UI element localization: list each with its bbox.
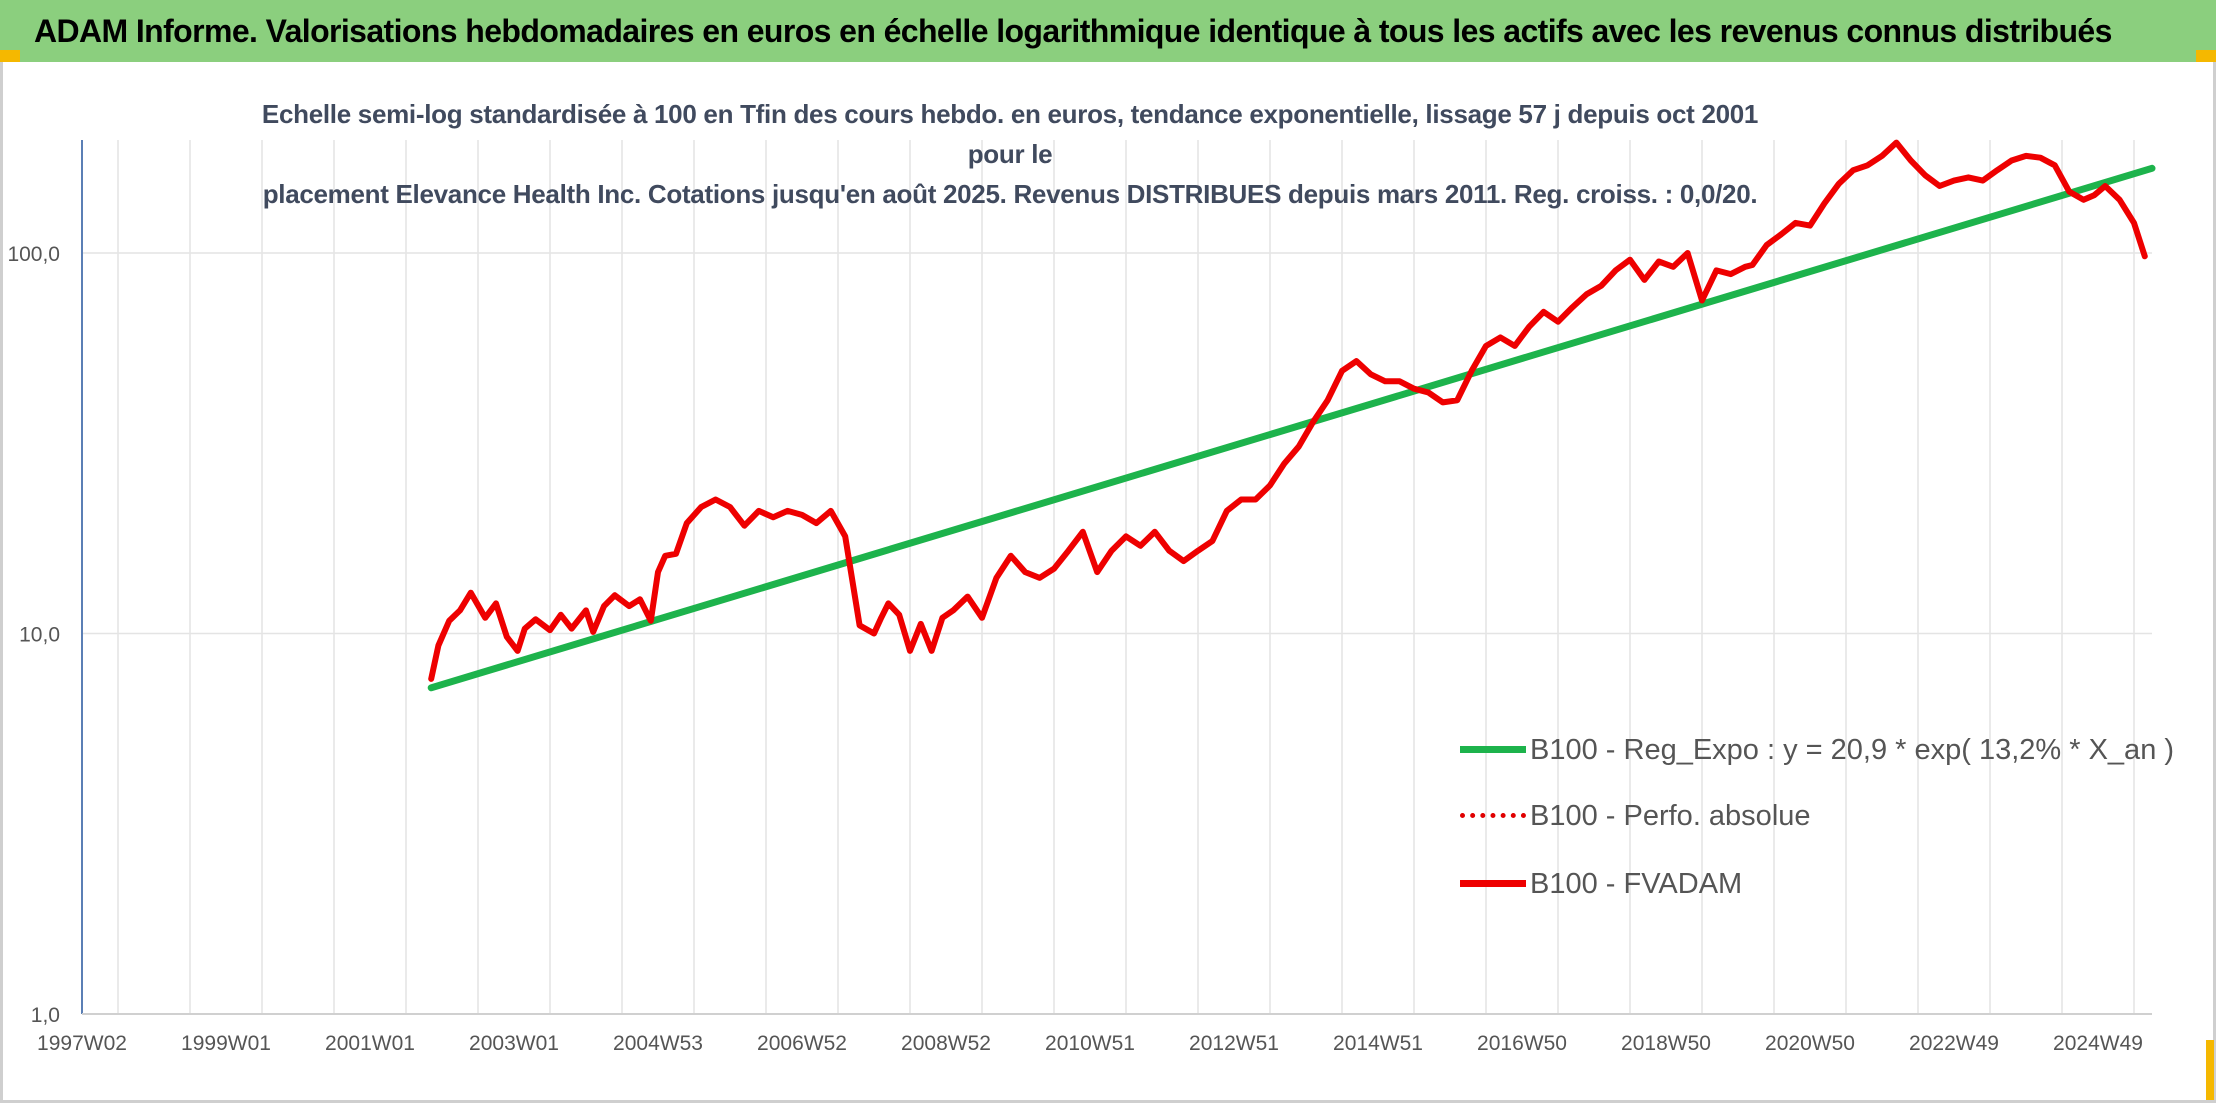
- grid-lines: [82, 140, 2152, 1015]
- series-lines: [427, 139, 2156, 692]
- axes: [81, 140, 2152, 1015]
- series-line-solid-red: [428, 139, 2148, 682]
- series-line-solid-green: [427, 164, 2156, 692]
- corner-accent-right: [2196, 50, 2216, 62]
- subtitle-line-1: Echelle semi-log standardisée à 100 en T…: [261, 99, 1759, 169]
- y-tick-label: 1,0: [31, 1004, 60, 1027]
- legend-label-fvadam: B100 - FVADAM: [1530, 868, 1743, 900]
- header-banner: ADAM Informe. Valorisations hebdomadaire…: [0, 0, 2216, 62]
- x-tick-label: 2001W01: [325, 1032, 415, 1055]
- x-tick-label: 2014W51: [1333, 1032, 1423, 1055]
- legend-swatch-trend: [1460, 746, 1526, 753]
- x-tick-label: 2024W49: [2053, 1032, 2143, 1055]
- x-tick-label: 1997W02: [37, 1032, 127, 1055]
- legend-label-perfo: B100 - Perfo. absolue: [1530, 800, 1811, 832]
- x-tick-label: 2012W51: [1189, 1032, 1279, 1055]
- x-tick-labels: 1997W02 1999W01 2001W01 2003W01 2004W53 2006W…: [37, 1032, 2143, 1055]
- x-tick-label: 2006W52: [757, 1032, 847, 1055]
- y-tick-label: 10,0: [19, 624, 60, 647]
- x-tick-label: 1999W01: [181, 1032, 271, 1055]
- x-tick-label: 2018W50: [1621, 1032, 1711, 1055]
- chart-subtitle: Echelle semi-log standardisée à 100 en T…: [260, 94, 1760, 214]
- subtitle-line-2: placement Elevance Health Inc. Cotations…: [262, 179, 1758, 209]
- edge-accent: [2206, 1040, 2214, 1100]
- chart-frame: [0, 62, 2216, 1103]
- x-tick-label: 2022W49: [1909, 1032, 1999, 1055]
- legend-swatch-fvadam: [1460, 880, 1526, 887]
- x-tick-label: 2010W51: [1045, 1032, 1135, 1055]
- corner-accent-left: [0, 50, 20, 62]
- x-tick-label: 2008W52: [901, 1032, 991, 1055]
- x-tick-label: 2016W50: [1477, 1032, 1567, 1055]
- legend-swatch-perfo: [1460, 813, 1526, 818]
- x-tick-label: 2004W53: [613, 1032, 703, 1055]
- y-tick-labels: 1,0 10,0 100,0: [7, 243, 60, 1027]
- x-tick-label: 2003W01: [469, 1032, 559, 1055]
- x-tick-label: 2020W50: [1765, 1032, 1855, 1055]
- report-title: ADAM Informe. Valorisations hebdomadaire…: [34, 13, 2112, 49]
- y-tick-label: 100,0: [7, 243, 60, 266]
- legend-label-trend: B100 - Reg_Expo : y = 20,9 * exp( 13,2% …: [1530, 734, 2175, 766]
